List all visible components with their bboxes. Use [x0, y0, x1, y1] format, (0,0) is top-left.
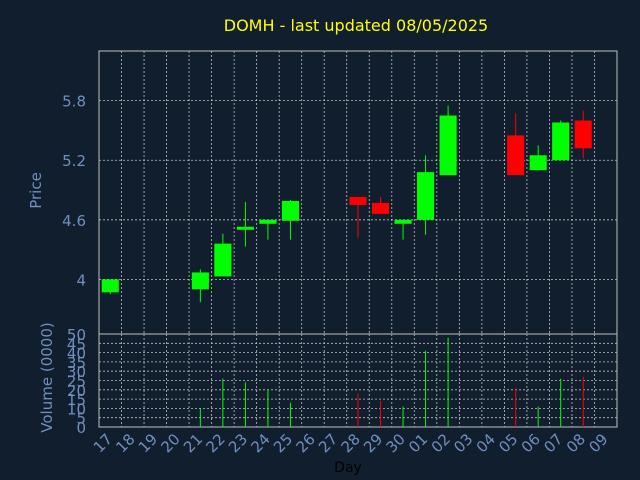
candle-body — [439, 115, 457, 176]
volume-tick-label: 15 — [67, 391, 86, 409]
candle-body — [574, 120, 592, 149]
candle-body — [259, 219, 277, 224]
price-panel: 4 4.6 5.2 5.8 Price — [27, 50, 618, 335]
candle-body — [371, 202, 390, 214]
volume-tick-label: 45 — [67, 335, 86, 353]
candle-body — [101, 279, 119, 293]
candles — [101, 105, 592, 303]
volume-tick-label: 30 — [67, 363, 86, 381]
candle-body — [417, 172, 435, 220]
volume-tick-label: 10 — [67, 400, 86, 418]
candle-body — [281, 200, 299, 221]
price-tick-label: 4 — [76, 271, 86, 289]
candle-body — [552, 122, 570, 161]
price-plot-frame — [98, 50, 618, 335]
x-tick-label: 09 — [585, 430, 611, 456]
candle-body — [394, 219, 412, 224]
volume-tick-label: 40 — [67, 345, 86, 363]
candle-body — [236, 226, 254, 230]
volume-tick-label: 5 — [76, 410, 86, 428]
volume-tick-label: 50 — [67, 326, 86, 344]
price-tick-label: 5.8 — [62, 93, 86, 111]
x-axis-label: Day — [334, 460, 362, 476]
volume-gridlines — [99, 333, 617, 428]
price-tick-label: 4.6 — [62, 212, 86, 230]
price-y-ticks: 4 4.6 5.2 5.8 — [62, 93, 86, 290]
volume-bars — [199, 337, 584, 427]
candle-body — [214, 243, 232, 277]
candle-body — [191, 272, 209, 290]
volume-axis-label: Volume (0000) — [38, 322, 56, 432]
volume-tick-label: 35 — [67, 354, 86, 372]
price-axis-label: Price — [27, 172, 45, 209]
chart-title: DOMH - last updated 08/05/2025 — [224, 16, 488, 35]
x-axis-ticks: 1718192021222324252627282930010203040506… — [90, 430, 612, 456]
candle-body — [349, 196, 367, 205]
volume-tick-label: 0 — [76, 419, 86, 437]
volume-tick-label: 20 — [67, 382, 86, 400]
price-gridlines — [99, 51, 617, 334]
price-tick-label: 5.2 — [62, 152, 86, 170]
volume-tick-label: 25 — [67, 373, 86, 391]
candle-body — [507, 135, 525, 176]
candle-body — [529, 155, 547, 171]
